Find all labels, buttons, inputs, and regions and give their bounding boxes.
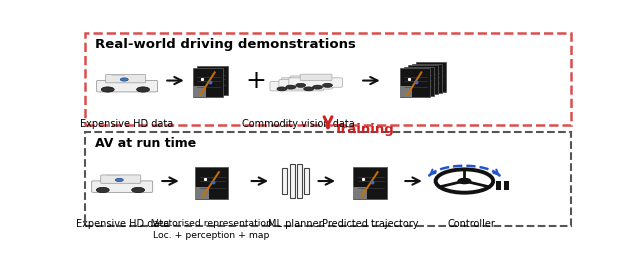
Text: Controller: Controller (448, 219, 496, 229)
FancyBboxPatch shape (97, 80, 157, 92)
Text: ML planner: ML planner (268, 219, 323, 229)
Circle shape (296, 83, 306, 87)
Text: Real-world driving demonstrations: Real-world driving demonstrations (95, 38, 356, 51)
FancyBboxPatch shape (106, 74, 146, 83)
Text: Predicted trajectory: Predicted trajectory (322, 219, 419, 229)
FancyBboxPatch shape (289, 78, 342, 87)
Text: AV at run time: AV at run time (95, 137, 196, 150)
FancyBboxPatch shape (291, 76, 322, 82)
Circle shape (458, 179, 471, 183)
FancyBboxPatch shape (92, 181, 153, 192)
Circle shape (277, 87, 287, 91)
Circle shape (323, 83, 332, 87)
Bar (412, 64, 442, 93)
FancyBboxPatch shape (282, 168, 287, 194)
Text: Expensive HD data: Expensive HD data (76, 219, 169, 229)
Circle shape (120, 78, 128, 81)
Bar (404, 85, 417, 96)
Text: +: + (246, 69, 266, 93)
FancyBboxPatch shape (270, 81, 324, 91)
Circle shape (286, 85, 296, 89)
Text: Training: Training (334, 123, 395, 136)
Bar (408, 83, 420, 94)
Bar (353, 187, 367, 199)
Bar (416, 62, 445, 92)
Text: Expensive HD data: Expensive HD data (81, 119, 173, 129)
Bar (400, 68, 429, 97)
FancyBboxPatch shape (100, 175, 141, 183)
Text: Vectorised representation
Loc. + perception + map: Vectorised representation Loc. + percept… (152, 219, 271, 240)
Circle shape (115, 178, 124, 182)
Bar (416, 80, 428, 92)
FancyBboxPatch shape (282, 78, 313, 84)
Bar (400, 86, 412, 97)
Bar (193, 86, 205, 97)
Circle shape (132, 187, 145, 193)
Bar (197, 66, 228, 95)
Circle shape (304, 87, 314, 91)
Text: Commodity vision data: Commodity vision data (242, 119, 355, 129)
Circle shape (101, 87, 114, 92)
Bar (495, 181, 500, 189)
FancyBboxPatch shape (289, 164, 294, 198)
Bar (197, 84, 210, 95)
Bar (404, 67, 434, 96)
Bar (195, 187, 209, 199)
Circle shape (312, 85, 323, 89)
Circle shape (96, 187, 109, 193)
Bar (353, 168, 387, 199)
Circle shape (137, 87, 150, 92)
FancyBboxPatch shape (279, 80, 332, 89)
Bar (408, 65, 438, 94)
Bar (195, 168, 228, 199)
FancyBboxPatch shape (300, 74, 332, 81)
FancyBboxPatch shape (305, 168, 309, 194)
FancyBboxPatch shape (297, 164, 302, 198)
Bar (504, 181, 509, 189)
Bar (412, 82, 424, 93)
Bar (193, 68, 223, 97)
